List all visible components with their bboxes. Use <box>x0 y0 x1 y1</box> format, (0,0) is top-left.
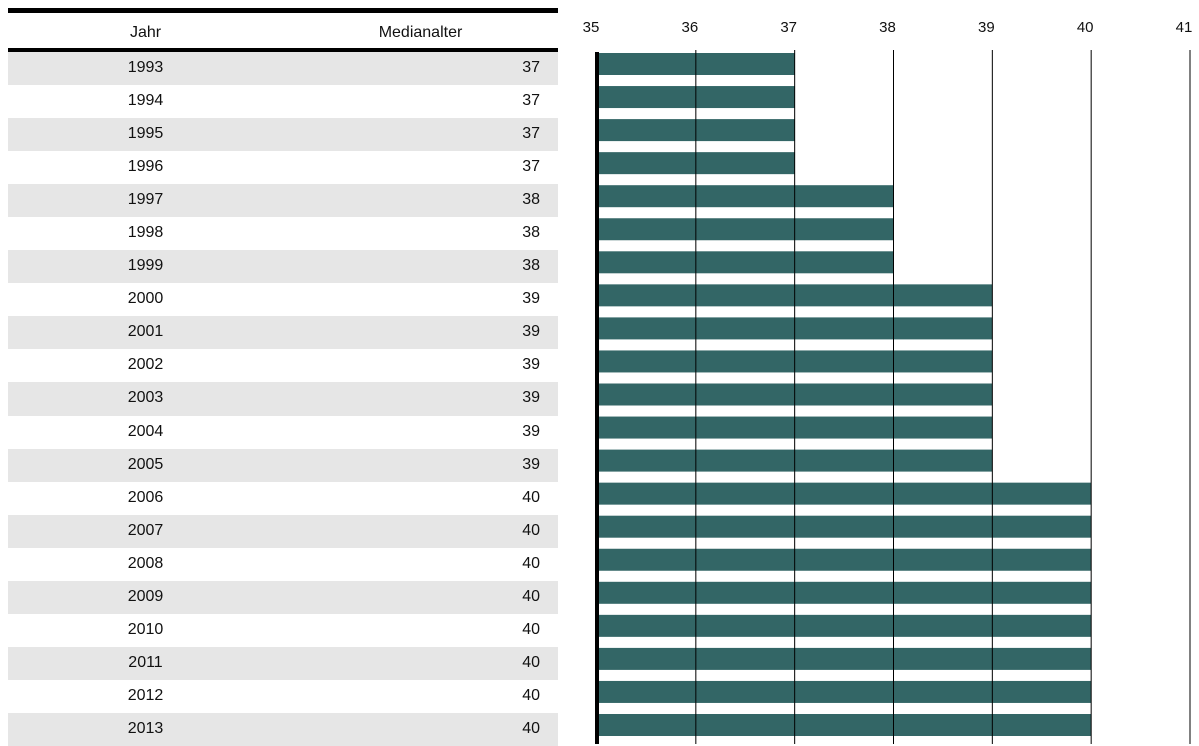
table-row: 2003 39 <box>8 382 558 416</box>
year-cell: 2006 <box>127 488 164 506</box>
table-row: 2008 40 <box>8 548 558 581</box>
year-cell: 2012 <box>127 686 164 704</box>
median-age-cell: 40 <box>522 719 540 737</box>
year-cell: 2004 <box>127 422 164 440</box>
bar <box>597 581 1092 604</box>
table-row: 2012 40 <box>8 680 558 713</box>
table-row: 1994 37 <box>8 85 558 118</box>
table-row: 1997 38 <box>8 184 558 218</box>
bar <box>597 614 1092 637</box>
median-age-cell: 40 <box>522 587 540 605</box>
table-row: 1993 37 <box>8 52 558 86</box>
table-row: 1999 38 <box>8 250 558 284</box>
median-age-cell: 40 <box>522 554 540 572</box>
bar <box>597 515 1092 538</box>
bar <box>597 548 1092 571</box>
median-age-cell: 37 <box>522 158 540 176</box>
year-cell: 1995 <box>127 125 164 143</box>
year-cell: 1998 <box>127 224 164 242</box>
median-age-cell: 40 <box>522 488 540 506</box>
table-row: 2007 40 <box>8 514 558 548</box>
table-row: 2004 39 <box>8 416 558 449</box>
median-age-cell: 37 <box>522 125 540 143</box>
table-row: 2000 39 <box>8 283 558 316</box>
median-age-cell: 38 <box>522 257 540 275</box>
median-age-cell: 40 <box>522 653 540 671</box>
year-cell: 1996 <box>127 158 164 176</box>
median-age-cell: 40 <box>522 686 540 704</box>
year-cell: 2001 <box>127 323 164 341</box>
table-row: 1996 37 <box>8 151 558 184</box>
table-row: 1998 38 <box>8 217 558 250</box>
bar <box>597 680 1092 703</box>
x-tick-label: 37 <box>780 19 797 36</box>
x-tick-label: 38 <box>879 19 896 36</box>
year-cell: 2011 <box>128 653 163 671</box>
median-age-cell: 39 <box>522 323 540 341</box>
data-table: Jahr Medianalter 1993 37 1994 37 1995 37 1996 3… <box>8 8 558 746</box>
median-age-cell: 40 <box>522 620 540 638</box>
table-row: 2010 40 <box>8 614 558 647</box>
bar <box>597 647 1092 670</box>
year-cell: 2010 <box>127 620 164 638</box>
median-age-cell: 37 <box>522 59 540 76</box>
table-row: 2002 39 <box>8 349 558 382</box>
year-cell: 2003 <box>127 389 164 407</box>
median-age-cell: 37 <box>522 92 540 110</box>
year-cell: 1999 <box>127 257 164 275</box>
table-row: 2006 40 <box>8 482 558 515</box>
median-age-cell: 39 <box>522 290 540 308</box>
year-cell: 1994 <box>127 92 164 110</box>
x-tick-label: 40 <box>1077 19 1094 36</box>
median-age-cell: 39 <box>522 356 540 374</box>
year-cell: 2000 <box>127 290 164 308</box>
x-tick-label: 39 <box>978 19 995 36</box>
median-age-cell: 38 <box>522 191 540 209</box>
median-age-cell: 39 <box>522 422 540 440</box>
column-header-median-age: Medianalter <box>378 24 463 41</box>
year-cell: 2005 <box>127 455 164 473</box>
bar <box>597 251 894 274</box>
table-row: 2005 39 <box>8 448 558 482</box>
bar <box>597 218 894 241</box>
x-tick-label: 35 <box>583 19 600 36</box>
table-row: 2011 40 <box>8 646 558 680</box>
year-cell: 2009 <box>127 587 164 605</box>
median-age-cell: 40 <box>522 521 540 539</box>
table-body: 1993 37 1994 37 1995 37 1996 37 1997 38 1998 38 1999… <box>8 52 558 746</box>
bar <box>597 714 1092 736</box>
table-row: 2013 40 <box>8 712 558 746</box>
bar <box>597 185 894 208</box>
table-row: 2001 39 <box>8 316 558 350</box>
bar <box>597 482 1092 505</box>
year-cell: 2007 <box>127 521 164 539</box>
median-age-cell: 39 <box>522 389 540 407</box>
table-row: 2009 40 <box>8 580 558 614</box>
year-cell: 1997 <box>127 191 164 209</box>
table-header: Jahr Medianalter <box>8 13 558 52</box>
x-tick-label: 36 <box>681 19 698 36</box>
table-row: 1995 37 <box>8 118 558 152</box>
median-age-cell: 39 <box>522 455 540 473</box>
year-cell: 2008 <box>127 554 164 572</box>
year-cell: 2013 <box>127 719 164 737</box>
table-top-rule <box>8 8 558 13</box>
year-cell: 2002 <box>127 356 164 374</box>
median-age-cell: 38 <box>522 224 540 242</box>
year-cell: 1993 <box>127 59 164 76</box>
column-header-year: Jahr <box>129 24 162 41</box>
x-tick-label: 41 <box>1176 19 1193 36</box>
